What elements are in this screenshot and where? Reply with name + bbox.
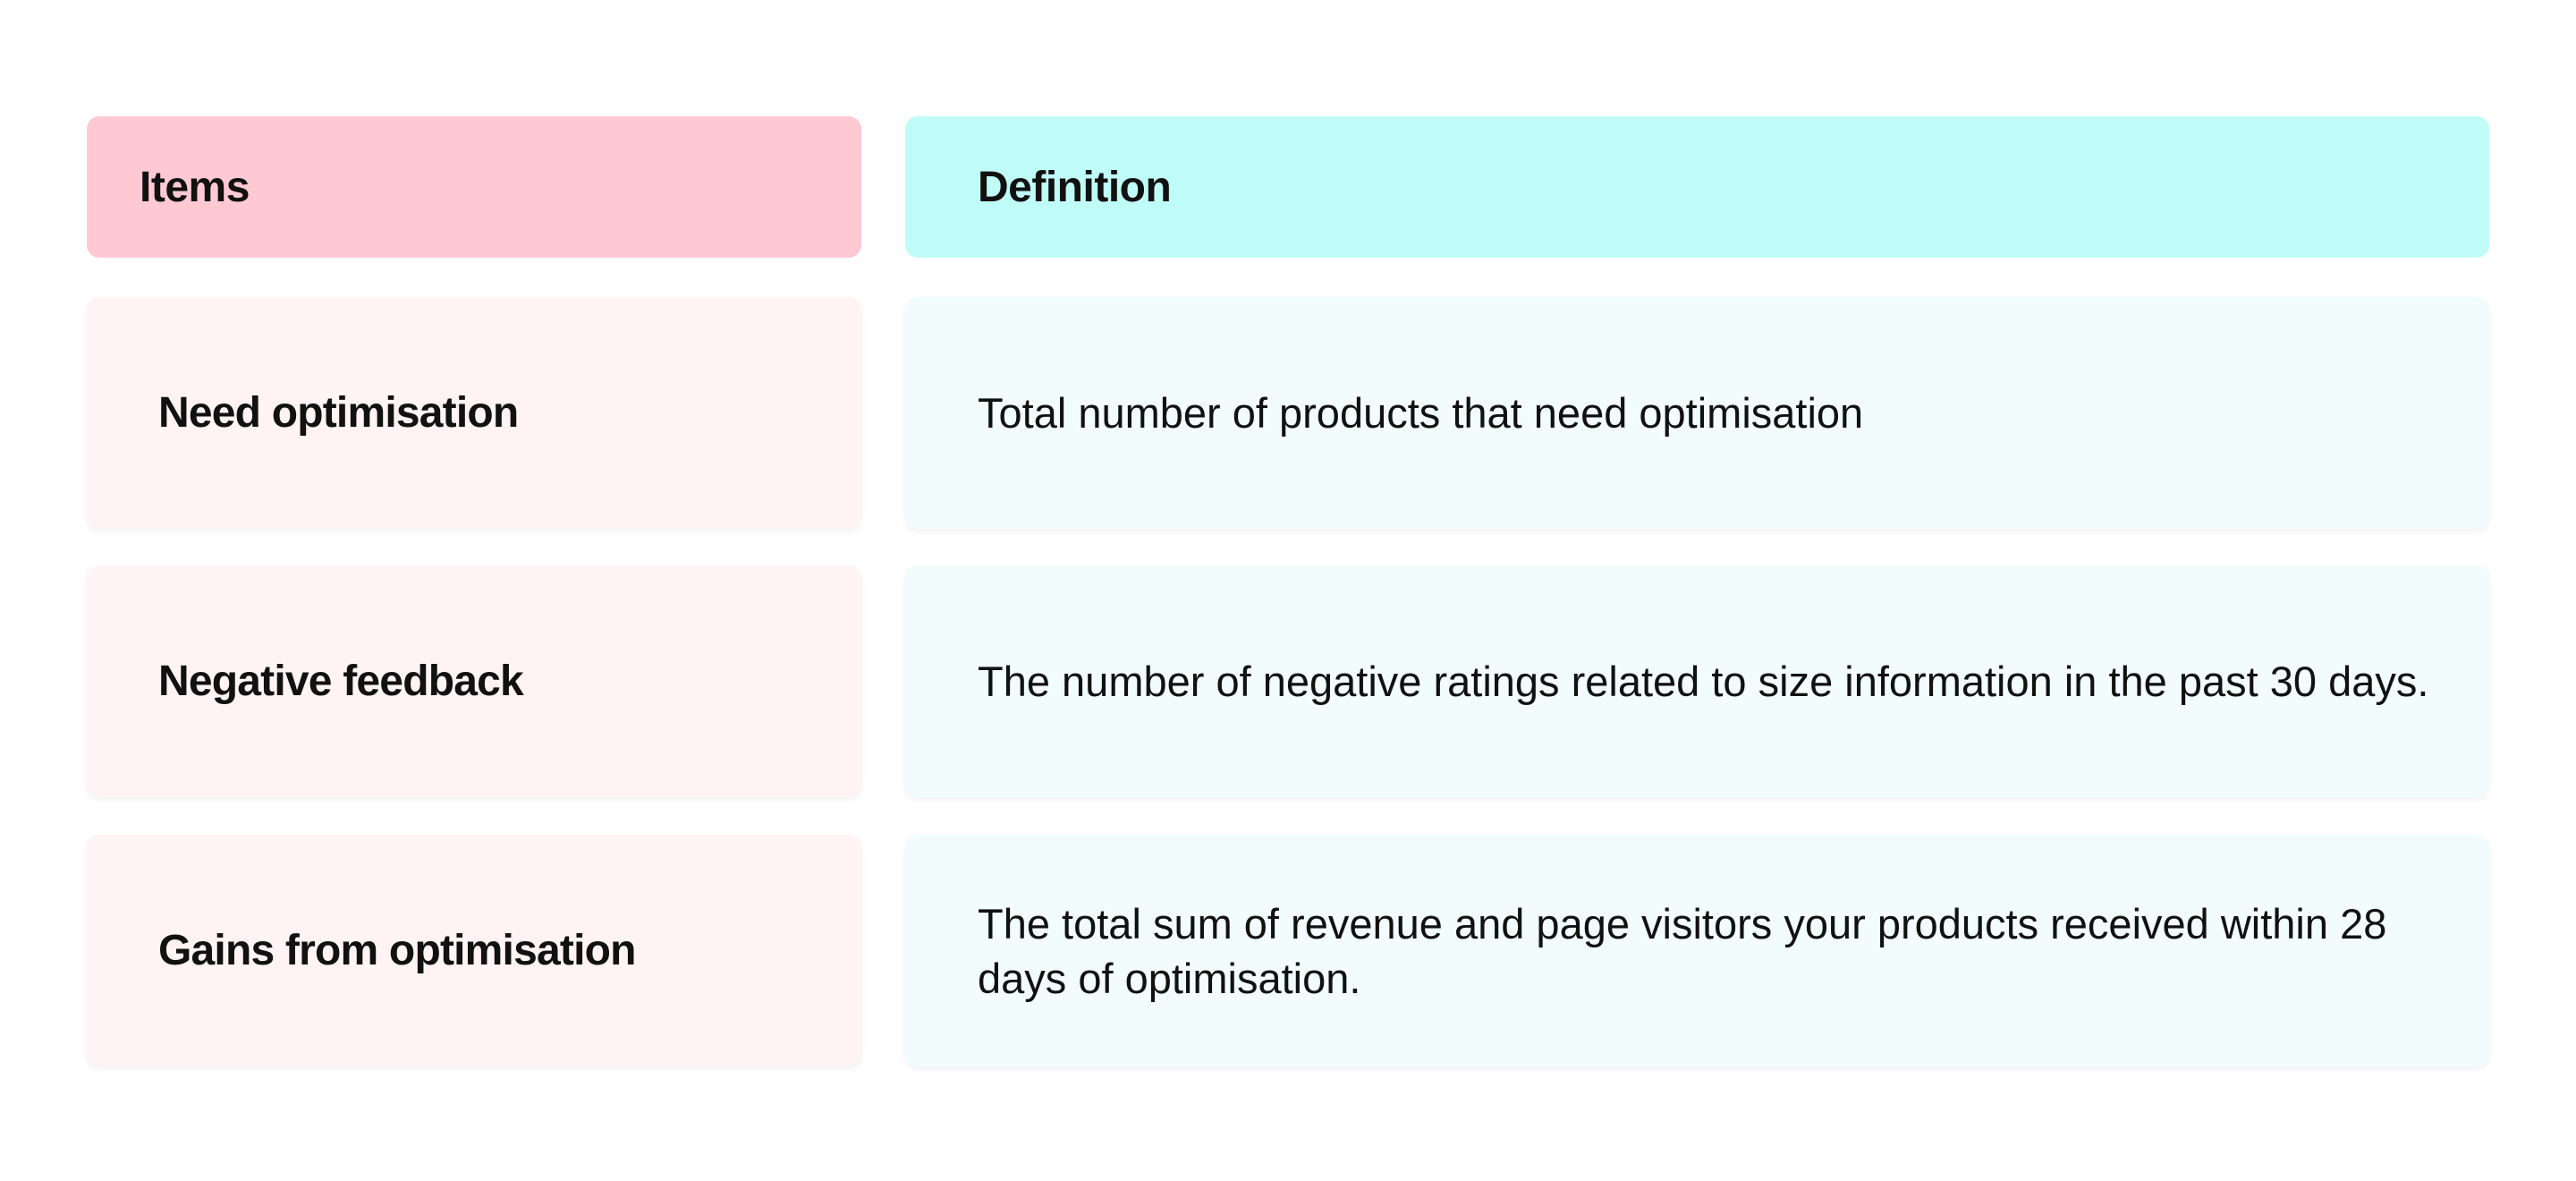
definition-text: The number of negative ratings related t…	[978, 658, 2429, 705]
header-cell: Definition	[905, 116, 2489, 258]
definition-text: The total sum of revenue and page visito…	[978, 899, 2387, 1002]
item-label: Need optimisation	[158, 389, 519, 437]
item-cell: Negative feedback	[87, 565, 861, 797]
item-label: Negative feedback	[158, 658, 524, 705]
header-text: Definition	[978, 163, 1172, 211]
item-cell: Gains from optimisation	[87, 835, 861, 1066]
definition-cell: The total sum of revenue and page visito…	[905, 835, 2489, 1066]
definition-text: Total number of products that need optim…	[978, 389, 1864, 437]
definition-cell: The number of negative ratings related t…	[905, 565, 2489, 797]
item-label: Gains from optimisation	[158, 927, 636, 974]
header-text: Items	[140, 163, 250, 211]
definition-cell: Total number of products that need optim…	[905, 297, 2489, 529]
header-cell: Items	[87, 116, 861, 258]
item-cell: Need optimisation	[87, 297, 861, 529]
